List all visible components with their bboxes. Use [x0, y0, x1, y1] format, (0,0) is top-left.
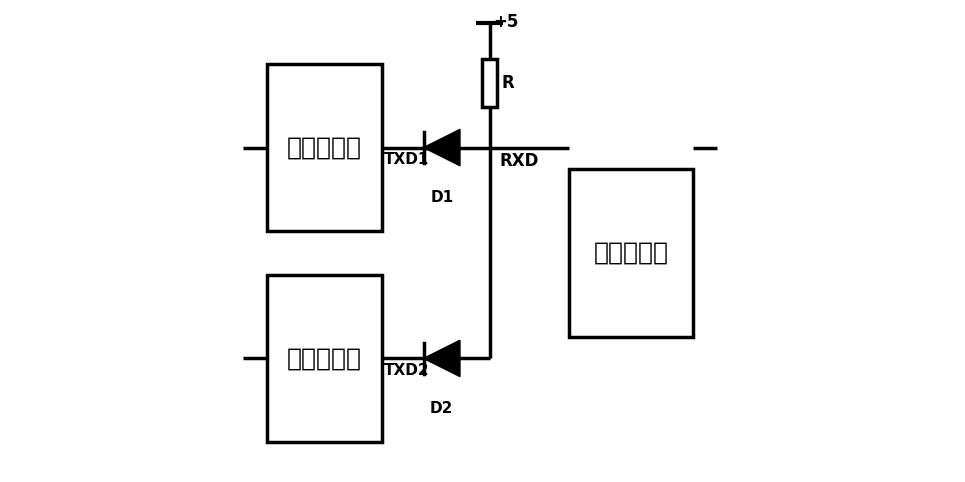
Text: RXD: RXD	[499, 152, 538, 170]
Text: TXD2: TXD2	[384, 363, 429, 378]
Text: +5: +5	[493, 13, 519, 31]
Text: 第三单片机: 第三单片机	[593, 241, 669, 265]
Text: D1: D1	[430, 190, 454, 205]
Polygon shape	[424, 340, 460, 376]
Text: R: R	[501, 74, 514, 92]
Text: TXD1: TXD1	[384, 152, 429, 167]
Text: D2: D2	[430, 401, 454, 415]
Bar	[267, 64, 382, 231]
Text: 第二单片机: 第二单片机	[287, 347, 362, 370]
Polygon shape	[424, 129, 460, 166]
Bar	[568, 169, 694, 337]
Bar	[267, 275, 382, 442]
Text: 第一单片机: 第一单片机	[287, 135, 362, 160]
Bar	[482, 59, 497, 107]
